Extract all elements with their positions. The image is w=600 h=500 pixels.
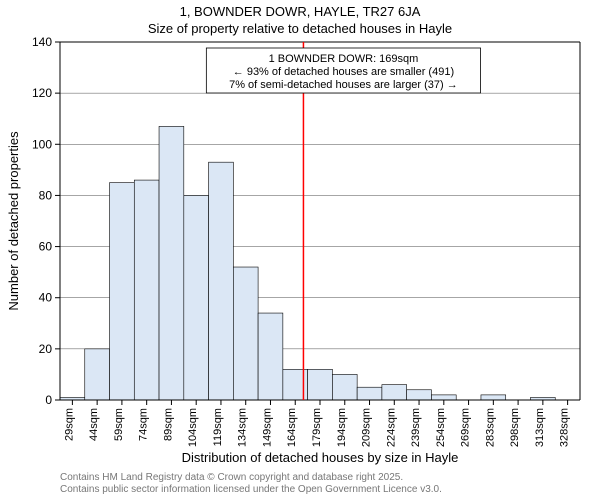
x-tick-label: 104sqm xyxy=(187,408,199,447)
x-tick-label: 298sqm xyxy=(509,408,521,447)
histogram-bar xyxy=(209,162,234,400)
x-tick-label: 149sqm xyxy=(261,408,273,447)
histogram-bar xyxy=(85,349,110,400)
x-tick-label: 119sqm xyxy=(212,408,224,446)
chart-title-line1: 1, BOWNDER DOWR, HAYLE, TR27 6JA xyxy=(180,4,421,19)
x-axis-label: Distribution of detached houses by size … xyxy=(182,450,459,465)
y-tick-label: 0 xyxy=(45,393,52,407)
y-tick-label: 120 xyxy=(32,86,52,100)
y-tick-label: 40 xyxy=(39,291,53,305)
x-tick-label: 164sqm xyxy=(286,408,298,447)
histogram-bar xyxy=(308,369,333,400)
x-tick-label: 194sqm xyxy=(336,408,348,447)
histogram-bar xyxy=(431,395,456,400)
x-tick-label: 89sqm xyxy=(162,408,174,441)
histogram-bar xyxy=(233,267,258,400)
x-tick-label: 239sqm xyxy=(410,408,422,447)
y-tick-label: 80 xyxy=(39,188,53,202)
y-tick-label: 20 xyxy=(39,342,53,356)
y-tick-label: 60 xyxy=(39,240,53,254)
footer-line: Contains public sector information licen… xyxy=(60,484,442,495)
histogram-bar xyxy=(184,195,209,400)
histogram-bar xyxy=(481,395,506,400)
x-tick-label: 59sqm xyxy=(113,408,125,441)
footer-line: Contains HM Land Registry data © Crown c… xyxy=(60,472,403,483)
annotation-line: 7% of semi-detached houses are larger (3… xyxy=(229,79,458,91)
x-tick-label: 44sqm xyxy=(88,408,100,441)
y-axis-label: Number of detached properties xyxy=(6,131,21,311)
x-tick-label: 209sqm xyxy=(361,408,373,447)
x-tick-label: 269sqm xyxy=(460,408,472,447)
x-tick-label: 254sqm xyxy=(435,408,447,447)
x-tick-label: 29sqm xyxy=(63,408,75,441)
histogram-bar xyxy=(382,385,407,400)
x-tick-label: 74sqm xyxy=(138,408,150,441)
histogram-bar xyxy=(134,180,159,400)
x-tick-label: 134sqm xyxy=(237,408,249,447)
y-tick-label: 140 xyxy=(32,35,52,49)
histogram-bar xyxy=(110,183,135,400)
histogram-bar xyxy=(357,387,382,400)
x-tick-label: 179sqm xyxy=(311,408,323,447)
histogram-bar xyxy=(258,313,283,400)
annotation-line: ← 93% of detached houses are smaller (49… xyxy=(233,66,454,78)
histogram-bar xyxy=(159,126,184,400)
histogram-chart: 1, BOWNDER DOWR, HAYLE, TR27 6JA Size of … xyxy=(0,0,600,500)
x-tick-label: 328sqm xyxy=(559,408,571,447)
histogram-bar xyxy=(332,374,357,400)
x-tick-label: 313sqm xyxy=(534,408,546,447)
annotation-line: 1 BOWNDER DOWR: 169sqm xyxy=(269,53,419,65)
histogram-bar xyxy=(407,390,432,400)
y-tick-label: 100 xyxy=(32,137,52,151)
chart-title-line2: Size of property relative to detached ho… xyxy=(148,21,452,36)
x-tick-label: 224sqm xyxy=(385,408,397,447)
chart-container: 1, BOWNDER DOWR, HAYLE, TR27 6JA Size of … xyxy=(0,0,600,500)
x-tick-label: 283sqm xyxy=(484,408,496,447)
